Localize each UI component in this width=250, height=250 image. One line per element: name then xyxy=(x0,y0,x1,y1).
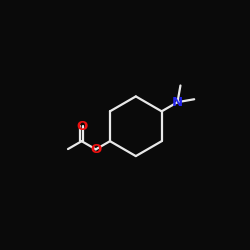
Text: O: O xyxy=(76,120,87,133)
Text: N: N xyxy=(172,96,183,109)
Text: O: O xyxy=(90,143,102,156)
